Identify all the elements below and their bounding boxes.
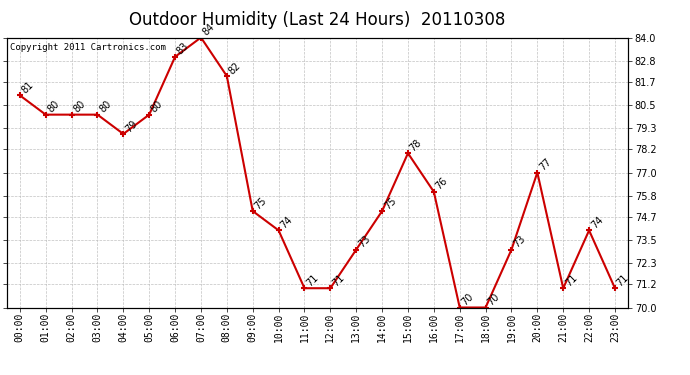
Text: 70: 70 (460, 292, 475, 308)
Text: 73: 73 (511, 234, 527, 250)
Text: 80: 80 (149, 99, 165, 115)
Text: 76: 76 (434, 176, 450, 192)
Text: 81: 81 (20, 80, 36, 95)
Text: Outdoor Humidity (Last 24 Hours)  20110308: Outdoor Humidity (Last 24 Hours) 2011030… (129, 11, 506, 29)
Text: 78: 78 (408, 137, 424, 153)
Text: 80: 80 (97, 99, 113, 115)
Text: 74: 74 (279, 214, 295, 230)
Text: 84: 84 (201, 22, 217, 38)
Text: 79: 79 (124, 118, 139, 134)
Text: 80: 80 (46, 99, 61, 115)
Text: 71: 71 (331, 272, 346, 288)
Text: Copyright 2011 Cartronics.com: Copyright 2011 Cartronics.com (10, 43, 166, 52)
Text: 83: 83 (175, 41, 191, 57)
Text: 70: 70 (486, 292, 502, 308)
Text: 71: 71 (615, 272, 631, 288)
Text: 71: 71 (304, 272, 320, 288)
Text: 75: 75 (382, 195, 398, 211)
Text: 73: 73 (356, 234, 372, 250)
Text: 75: 75 (253, 195, 268, 211)
Text: 71: 71 (563, 272, 579, 288)
Text: 77: 77 (538, 157, 553, 172)
Text: 74: 74 (589, 214, 605, 230)
Text: 80: 80 (72, 99, 88, 115)
Text: 82: 82 (227, 60, 243, 76)
